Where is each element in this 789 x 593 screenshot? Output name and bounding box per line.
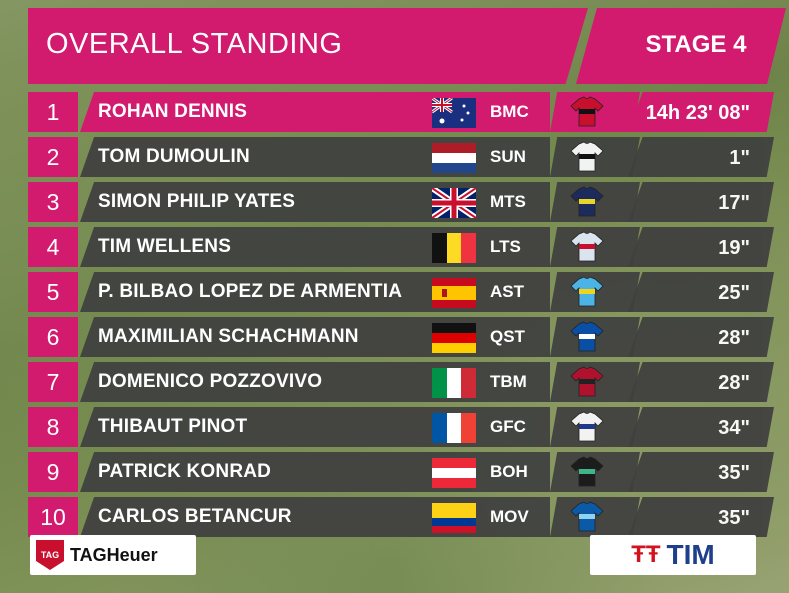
rank-position: 5 [28, 272, 78, 312]
rider-time: 28" [718, 327, 750, 349]
italy-flag-icon [432, 368, 476, 398]
rider-time: 35" [718, 462, 750, 484]
rank-position: 7 [28, 362, 78, 402]
team-code: AST [490, 282, 524, 301]
rider-name: SIMON PHILIP YATES [98, 191, 296, 212]
standings-row: 3 SIMON PHILIP YATES MTS 17" [28, 180, 788, 225]
standings-row: 9 PATRICK KONRAD BOH 35" [28, 450, 788, 495]
standings-row: 5 P. BILBAO LOPEZ DE ARMENTIA AST 25" [28, 270, 788, 315]
time-bar: 28" [628, 362, 774, 402]
rider-name: TOM DUMOULIN [98, 146, 250, 167]
time-bar: 25" [628, 272, 774, 312]
bora-jersey-icon [570, 456, 604, 488]
standings-header: OVERALL STANDING STAGE 4 [28, 8, 788, 84]
team-code: MTS [490, 192, 526, 211]
austria-flag-icon [432, 458, 476, 488]
time-bar: 1" [628, 137, 774, 177]
standings-board: OVERALL STANDING STAGE 4 1 ROHAN DENNIS BM… [28, 8, 788, 537]
tim-wordmark: TIM [666, 539, 715, 570]
belgium-flag-icon [432, 233, 476, 263]
bahrain-jersey-icon [570, 366, 604, 398]
time-bar: 14h 23' 08" [628, 92, 774, 132]
time-bar: 34" [628, 407, 774, 447]
rider-name: DOMENICO POZZOVIVO [98, 371, 323, 392]
title-banner: OVERALL STANDING [28, 8, 588, 84]
team-code: GFC [490, 417, 526, 436]
rider-time: 25" [718, 282, 750, 304]
france-flag-icon [432, 413, 476, 443]
mitchelton-jersey-icon [570, 186, 604, 218]
quickstep-jersey-icon [570, 321, 604, 353]
standings-row: 10 CARLOS BETANCUR MOV 35" [28, 495, 788, 540]
standings-row: 2 TOM DUMOULIN SUN 1" [28, 135, 788, 180]
rank-position: 6 [28, 317, 78, 357]
rank-position: 2 [28, 137, 78, 177]
australia-flag-icon [431, 96, 476, 128]
team-code: TBM [490, 372, 527, 391]
team-code: LTS [490, 237, 521, 256]
rank-position: 9 [28, 452, 78, 492]
uk-flag-icon [430, 185, 478, 221]
rider-name: THIBAUT PINOT [98, 416, 248, 437]
standings-list: 1 ROHAN DENNIS BMC 14h 23' 08" 2 TOM DUMOULIN… [28, 90, 788, 540]
movistar-jersey-icon [570, 501, 604, 533]
rider-name: ROHAN DENNIS [98, 101, 248, 122]
germany-flag-icon [432, 323, 476, 353]
team-code: MOV [490, 507, 529, 526]
tagheuer-wordmark: TAGHeuer [70, 544, 158, 565]
tim-logo: ŦŦ TIM [590, 535, 756, 575]
rank-position: 4 [28, 227, 78, 267]
bmc-jersey-icon [570, 96, 604, 128]
rank-position: 10 [28, 497, 78, 537]
netherlands-flag-icon [432, 143, 476, 173]
tagheuer-logo: TAG TAGHeuer [30, 535, 196, 575]
rider-name: MAXIMILIAN SCHACHMANN [98, 326, 359, 347]
rider-time: 28" [718, 372, 750, 394]
spain-flag-icon [432, 278, 476, 308]
rider-name: TIM WELLENS [98, 236, 232, 257]
tim-mark-icon: ŦŦ [631, 541, 661, 568]
sunweb-jersey-icon [570, 141, 604, 173]
rank-position: 8 [28, 407, 78, 447]
team-code: BMC [490, 102, 529, 121]
time-bar: 28" [628, 317, 774, 357]
time-bar: 35" [628, 452, 774, 492]
astana-jersey-icon [570, 276, 604, 308]
stage-banner: STAGE 4 [576, 8, 786, 84]
rank-position: 1 [28, 92, 78, 132]
rider-name: PATRICK KONRAD [98, 461, 272, 482]
rider-time: 1" [729, 147, 750, 169]
standings-row: 4 TIM WELLENS LTS 19" [28, 225, 788, 270]
standings-row: 1 ROHAN DENNIS BMC 14h 23' 08" [28, 90, 788, 135]
lotto-jersey-icon [570, 231, 604, 263]
colombia-flag-icon [432, 503, 476, 533]
time-bar: 19" [628, 227, 774, 267]
rider-time: 17" [718, 192, 750, 214]
rider-name: CARLOS BETANCUR [98, 506, 292, 527]
standings-row: 8 THIBAUT PINOT GFC 34" [28, 405, 788, 450]
stage-label: STAGE 4 [645, 31, 747, 58]
standings-title: OVERALL STANDING [46, 28, 343, 60]
standings-row: 6 MAXIMILIAN SCHACHMANN QST 28" [28, 315, 788, 360]
rider-name: P. BILBAO LOPEZ DE ARMENTIA [98, 281, 403, 302]
team-code: BOH [490, 462, 528, 481]
team-code: SUN [490, 147, 526, 166]
rider-time: 19" [718, 237, 750, 259]
team-code: QST [490, 327, 525, 346]
time-bar: 35" [628, 497, 774, 537]
rider-time: 34" [718, 417, 750, 439]
groupama-jersey-icon [570, 411, 604, 443]
standings-row: 7 DOMENICO POZZOVIVO TBM 28" [28, 360, 788, 405]
rank-position: 3 [28, 182, 78, 222]
tag-shield-icon: TAG [36, 540, 64, 570]
rider-time: 35" [718, 507, 750, 529]
time-bar: 17" [628, 182, 774, 222]
rider-time: 14h 23' 08" [645, 102, 750, 124]
